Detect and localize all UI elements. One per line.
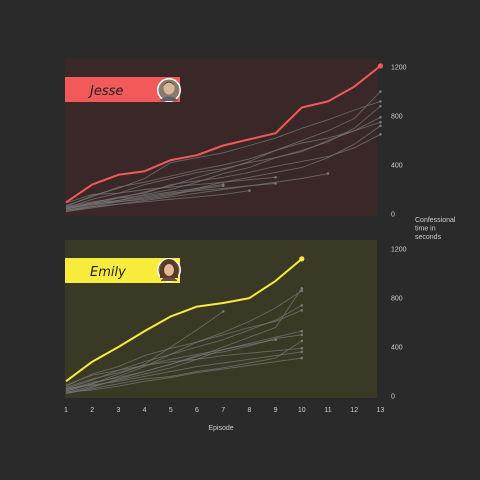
panel-jesse-highlight-line xyxy=(65,63,383,204)
x-tick-label: 9 xyxy=(274,407,278,414)
other-player-end-point xyxy=(300,347,304,350)
other-player-end-point xyxy=(379,105,382,108)
x-tick-label: 12 xyxy=(350,407,358,414)
y-tick-label: 0 xyxy=(391,212,395,219)
y-tick-label: 1200 xyxy=(391,65,407,72)
x-tick-label: 5 xyxy=(169,407,173,414)
x-tick-label: 2 xyxy=(90,407,94,414)
y-axis-label: Confessional time in seconds xyxy=(415,217,456,241)
other-player-end-point xyxy=(379,120,382,124)
other-player-end-point xyxy=(379,116,382,119)
name-tag-jesse: Jesse xyxy=(65,77,181,102)
other-player-line xyxy=(65,311,224,392)
x-tick-label: 10 xyxy=(298,407,306,414)
x-tick-label: 8 xyxy=(247,407,251,414)
x-tick-label: 11 xyxy=(324,407,331,414)
highlight-jesse-line xyxy=(65,65,382,204)
y-tick-label: 400 xyxy=(391,163,403,170)
x-tick-label: 13 xyxy=(377,407,385,414)
x-tick-label: 1 xyxy=(64,407,68,414)
other-player-end-point xyxy=(379,90,382,93)
other-player-end-point xyxy=(248,189,251,192)
panel-emily-other-lines xyxy=(65,287,304,395)
highlight-emily-end-point xyxy=(299,256,305,262)
other-player-line xyxy=(65,176,276,204)
panel-emily: 0 400 800 1200 Emily xyxy=(65,240,407,401)
other-player-line xyxy=(65,351,302,390)
other-player-end-point xyxy=(274,338,277,342)
other-player-end-point xyxy=(300,350,304,354)
other-player-end-point xyxy=(300,329,304,333)
name-tag-jesse-label: Jesse xyxy=(87,84,123,99)
y-tick-label: 0 xyxy=(391,394,395,401)
y-tick-label: 1200 xyxy=(391,247,407,254)
other-player-line xyxy=(65,305,303,390)
other-player-line xyxy=(65,347,302,386)
y-tick-label: 400 xyxy=(391,345,403,352)
x-axis-label: Episode xyxy=(208,425,233,432)
y-tick-label: 800 xyxy=(391,114,403,121)
other-player-end-point xyxy=(300,309,304,312)
other-player-line xyxy=(65,133,381,210)
other-player-line xyxy=(65,339,276,388)
other-player-line xyxy=(65,190,250,211)
y-tick-label: 800 xyxy=(391,296,403,303)
other-player-end-point xyxy=(379,100,382,103)
other-player-end-point xyxy=(300,287,304,290)
x-tick-label: 6 xyxy=(195,407,199,414)
other-player-line xyxy=(65,185,224,210)
panel-jesse-other-lines xyxy=(65,90,382,213)
other-player-line xyxy=(65,173,329,213)
other-player-line xyxy=(65,357,302,393)
highlight-jesse-end-point xyxy=(377,63,383,69)
other-player-end-point xyxy=(300,304,304,307)
x-axis-ticks: 1 2 3 4 5 6 7 8 9 10 11 12 13 xyxy=(64,407,384,414)
other-player-end-point xyxy=(379,124,382,128)
other-player-end-point xyxy=(300,333,304,337)
panel-emily-y-ticks: 0 400 800 1200 xyxy=(391,247,407,401)
panel-jesse-y-ticks: 0 400 800 1200 xyxy=(391,65,407,219)
other-player-end-point xyxy=(300,356,304,360)
name-tag-emily: Emily xyxy=(65,258,181,283)
other-player-line xyxy=(65,340,303,395)
other-player-line xyxy=(65,116,381,206)
other-player-end-point xyxy=(221,184,225,188)
other-player-end-point xyxy=(300,339,304,343)
other-player-end-point xyxy=(274,182,277,185)
x-tick-label: 4 xyxy=(143,407,147,414)
name-tag-emily-label: Emily xyxy=(90,265,126,280)
other-player-line xyxy=(65,184,224,208)
other-player-line xyxy=(65,100,381,208)
panel-jesse: 0 400 800 1200 Jesse xyxy=(65,58,407,219)
panel-emily-highlight-line xyxy=(65,256,305,383)
avatar-emily xyxy=(157,258,181,282)
x-tick-label: 7 xyxy=(221,407,225,414)
highlight-emily-line xyxy=(65,258,303,383)
other-player-end-point xyxy=(221,310,225,313)
other-player-line xyxy=(65,309,302,387)
x-tick-label: 3 xyxy=(116,407,120,414)
avatar-jesse xyxy=(157,78,181,102)
other-player-end-point xyxy=(274,176,277,179)
other-player-end-point xyxy=(326,172,330,175)
other-player-end-point xyxy=(379,133,382,136)
